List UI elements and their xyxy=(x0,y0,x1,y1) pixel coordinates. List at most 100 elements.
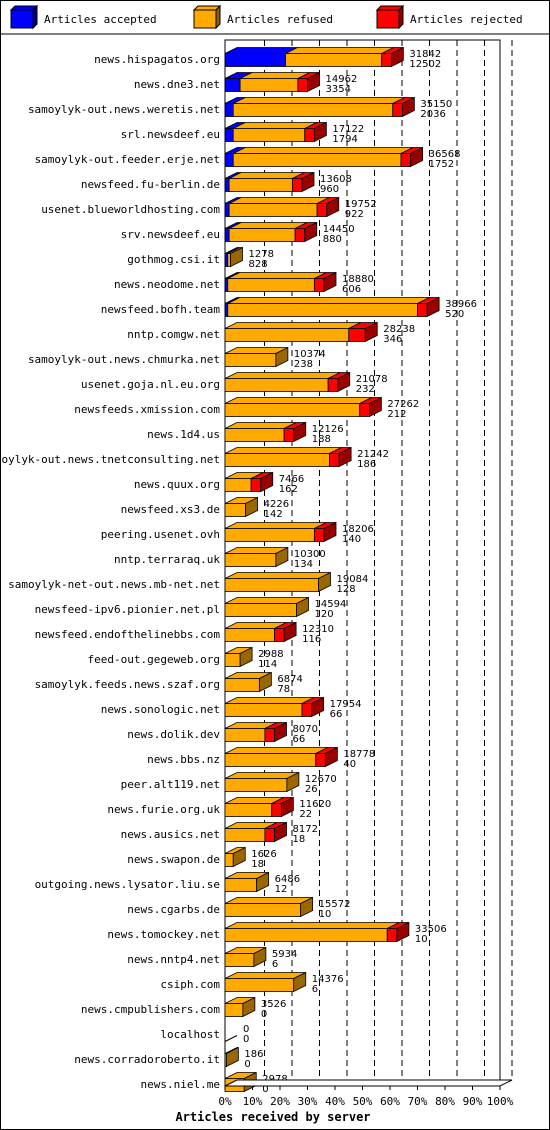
bar-segment-top xyxy=(224,447,342,454)
value-rejected: 0 xyxy=(261,1009,267,1020)
value-total: 35150 xyxy=(420,99,452,110)
bar-side xyxy=(307,71,320,93)
bar-segment xyxy=(313,278,325,292)
value-total: 11620 xyxy=(299,799,331,810)
value-rejected: 10 xyxy=(319,909,332,920)
bar-segment-top xyxy=(227,297,430,304)
value-rejected: 22 xyxy=(299,809,312,820)
bar-side xyxy=(311,696,325,718)
row-label: news.furie.org.uk xyxy=(107,803,220,816)
row-label: news.swapon.de xyxy=(127,853,220,866)
bar-segment xyxy=(224,328,350,342)
row-label: news.nntp4.net xyxy=(127,953,220,966)
bar-side xyxy=(323,271,337,293)
value-total: 12310 xyxy=(302,624,334,635)
x-tick-label: 50% xyxy=(353,1095,373,1108)
bar-side xyxy=(396,921,410,943)
value-rejected: 6 xyxy=(272,959,278,970)
value-rejected: 66 xyxy=(293,734,306,745)
value-total: 19752 xyxy=(345,199,377,210)
value-total: 14594 xyxy=(315,599,347,610)
bar-segment xyxy=(224,253,229,267)
bar-segment xyxy=(227,303,418,317)
legend-swatch xyxy=(10,9,34,29)
bar-segment xyxy=(224,503,247,517)
row-label: news.bbs.nz xyxy=(147,753,220,766)
value-total: 21078 xyxy=(356,374,388,385)
row-label: news.hispagatos.org xyxy=(94,53,220,66)
value-rejected: 18 xyxy=(251,859,264,870)
x-tick-label: 70% xyxy=(408,1095,428,1108)
row-label: news.dolik.dev xyxy=(127,728,220,741)
x-tick-label: 60% xyxy=(380,1095,400,1108)
value-rejected: 40 xyxy=(343,759,356,770)
bar-segment xyxy=(327,378,339,392)
bar-side xyxy=(286,771,300,793)
bar-segment xyxy=(224,203,230,217)
value-total: 18778 xyxy=(343,749,375,760)
row-label: samoylyk-out.news.chmurka.net xyxy=(28,353,220,366)
value-total: 14450 xyxy=(323,224,355,235)
bar-segment xyxy=(224,578,319,592)
x-axis: 0% 10% 20% 30% 40% 50% 60% 70% 80% 90% 100% xyxy=(218,1079,514,1108)
value-rejected: 2036 xyxy=(420,109,445,120)
bar-segment xyxy=(224,378,329,392)
bar-segment-top xyxy=(224,922,400,929)
row-label: gothmog.csi.it xyxy=(127,253,220,266)
bar-segment-top xyxy=(233,122,317,129)
bar-side xyxy=(253,946,267,968)
bar-segment xyxy=(228,178,293,192)
x-axis-label: Articles received by server xyxy=(175,1110,370,1124)
bar-segment xyxy=(224,1003,244,1017)
bar-side xyxy=(225,1046,239,1068)
bar-side xyxy=(274,721,287,743)
row-label: news.1d4.us xyxy=(147,428,220,441)
value-total: 1626 xyxy=(251,849,276,860)
bar-segment xyxy=(227,253,231,267)
bar-side xyxy=(401,96,415,118)
bar-segment-top xyxy=(224,372,341,379)
bar-row: localhost 00 xyxy=(160,1024,249,1045)
row-label: newsfeed.fu-berlin.de xyxy=(81,178,220,191)
bar-side xyxy=(313,121,327,143)
bar-segment xyxy=(224,128,234,142)
bar-segment-top xyxy=(224,897,313,904)
bar-segment xyxy=(224,953,255,967)
value-total: 8070 xyxy=(293,724,318,735)
value-rejected: 142 xyxy=(264,509,283,520)
legend-swatch-side xyxy=(215,4,221,30)
bar-segment-top xyxy=(233,97,405,104)
bar-segment xyxy=(228,228,296,242)
bar-side xyxy=(368,396,382,418)
bar-segment xyxy=(239,78,299,92)
value-rejected: 606 xyxy=(342,284,361,295)
bar-segment-top xyxy=(224,572,331,579)
value-total: 18206 xyxy=(342,524,374,535)
row-label: news.corradoroberto.it xyxy=(74,1053,220,1066)
bar-segment xyxy=(224,103,234,117)
value-rejected: 26 xyxy=(305,784,318,795)
value-total: 17122 xyxy=(332,124,364,135)
bar-segment-top xyxy=(224,972,306,979)
row-label: feed-out.gegeweb.org xyxy=(88,653,220,666)
x-tick-label: 80% xyxy=(435,1095,455,1108)
bar-segment xyxy=(224,753,317,767)
row-label: samoylyk-net-out.news.mb-net.net xyxy=(8,578,220,591)
value-total: 8172 xyxy=(293,824,318,835)
value-rejected: 12 xyxy=(275,884,288,895)
bar-segment xyxy=(400,153,412,167)
value-rejected: 66 xyxy=(330,709,343,720)
bar-side xyxy=(304,221,318,243)
bar-side xyxy=(283,621,297,643)
bar-segment xyxy=(224,428,285,442)
value-rejected: 18 xyxy=(293,834,306,845)
value-rejected: 828 xyxy=(249,259,268,270)
